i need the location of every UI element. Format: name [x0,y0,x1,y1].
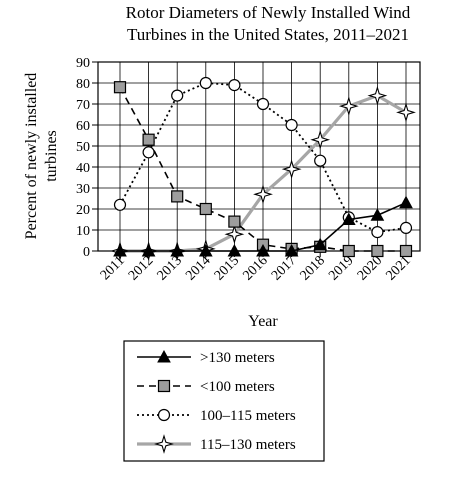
y-tick-label: 0 [83,245,90,260]
y-tick-label: 20 [76,203,90,218]
y-axis-label-line-1: Percent of newly installed [23,73,40,240]
legend-box [123,340,325,462]
y-axis-label: Percent of newly installed turbines [23,73,60,240]
y-tick-label: 40 [76,161,90,176]
chart-title-line-2: Turbines in the United States, 2011–2021 [127,25,409,44]
y-tick-label: 90 [76,56,90,71]
legend-marker [157,408,171,422]
data-point [341,212,356,225]
x-tick-label: 2015 [212,253,242,283]
data-point [198,243,213,257]
data-point [370,208,385,221]
data-point [199,202,212,216]
data-point [313,237,328,251]
legend-entry: >130 meters [137,349,275,366]
chart-title-line-1: Rotor Diameters of Newly Installed Wind [126,3,411,22]
data-point [310,129,331,150]
data-point [256,243,270,257]
series-layer [110,76,416,261]
data-point [228,78,241,92]
legend-label: 115–130 meters [200,437,296,453]
x-tick-label: 2019 [326,253,356,283]
legend-label: >130 meters [200,350,275,366]
y-tick-label: 10 [76,224,90,239]
legend-marker [157,379,171,393]
data-point [141,243,156,257]
data-point [371,244,384,258]
y-tick-label: 30 [76,182,90,197]
data-point [396,102,416,123]
data-point [253,184,273,205]
y-axis-label-line-2: turbines [43,130,60,182]
data-point [224,224,245,245]
x-tick-label: 2020 [355,253,385,283]
x-axis-label: Year [248,313,278,330]
legend-marker [154,434,174,454]
x-tick-label: 2018 [298,253,328,283]
data-point [314,154,327,167]
data-point [399,244,413,258]
data-point [228,215,241,228]
data-point [367,85,388,106]
x-tick-label: 2013 [155,253,185,283]
data-point [281,159,302,180]
x-tick-labels: 2011201220132014201520162017201820192020… [98,253,414,283]
legend-entry: 115–130 meters [137,434,296,454]
data-point [142,146,155,159]
x-tick-label: 2011 [98,253,128,283]
x-tick-label: 2021 [383,253,413,283]
data-point [171,89,184,102]
legend-entry: <100 meters [137,379,275,395]
data-point [342,244,355,258]
data-point [399,195,413,209]
legend-label: 100–115 meters [200,408,296,424]
data-point [171,190,184,203]
data-point [284,243,299,257]
y-tick-label: 70 [76,98,90,113]
data-point [142,133,155,146]
data-point [113,81,127,94]
data-point [256,97,270,111]
data-point [227,243,242,257]
x-tick-label: 2014 [183,253,213,283]
data-point [399,221,413,234]
data-point [113,198,127,211]
y-tick-label: 60 [76,119,90,134]
data-point [199,76,212,90]
data-point [170,243,185,257]
data-point [113,243,127,257]
legend-marker [157,349,171,363]
x-tick-label: 2016 [240,253,270,283]
legend-entry: 100–115 meters [137,408,296,424]
chart-title: Rotor Diameters of Newly Installed Wind … [126,3,411,44]
series-triangle [113,195,413,257]
y-tick-label: 50 [76,140,90,155]
data-point [338,96,359,117]
y-tick-labels: 0 10 20 30 40 50 60 70 80 90 [76,56,90,260]
legend-label: <100 meters [200,379,275,395]
x-tick-label: 2017 [269,253,299,283]
data-point [371,226,384,239]
data-point [285,118,298,132]
legend: >130 meters <100 meters 100–115 meters 115–… [123,340,325,462]
x-tick-label: 2012 [126,253,156,283]
y-tick-label: 80 [76,77,90,92]
